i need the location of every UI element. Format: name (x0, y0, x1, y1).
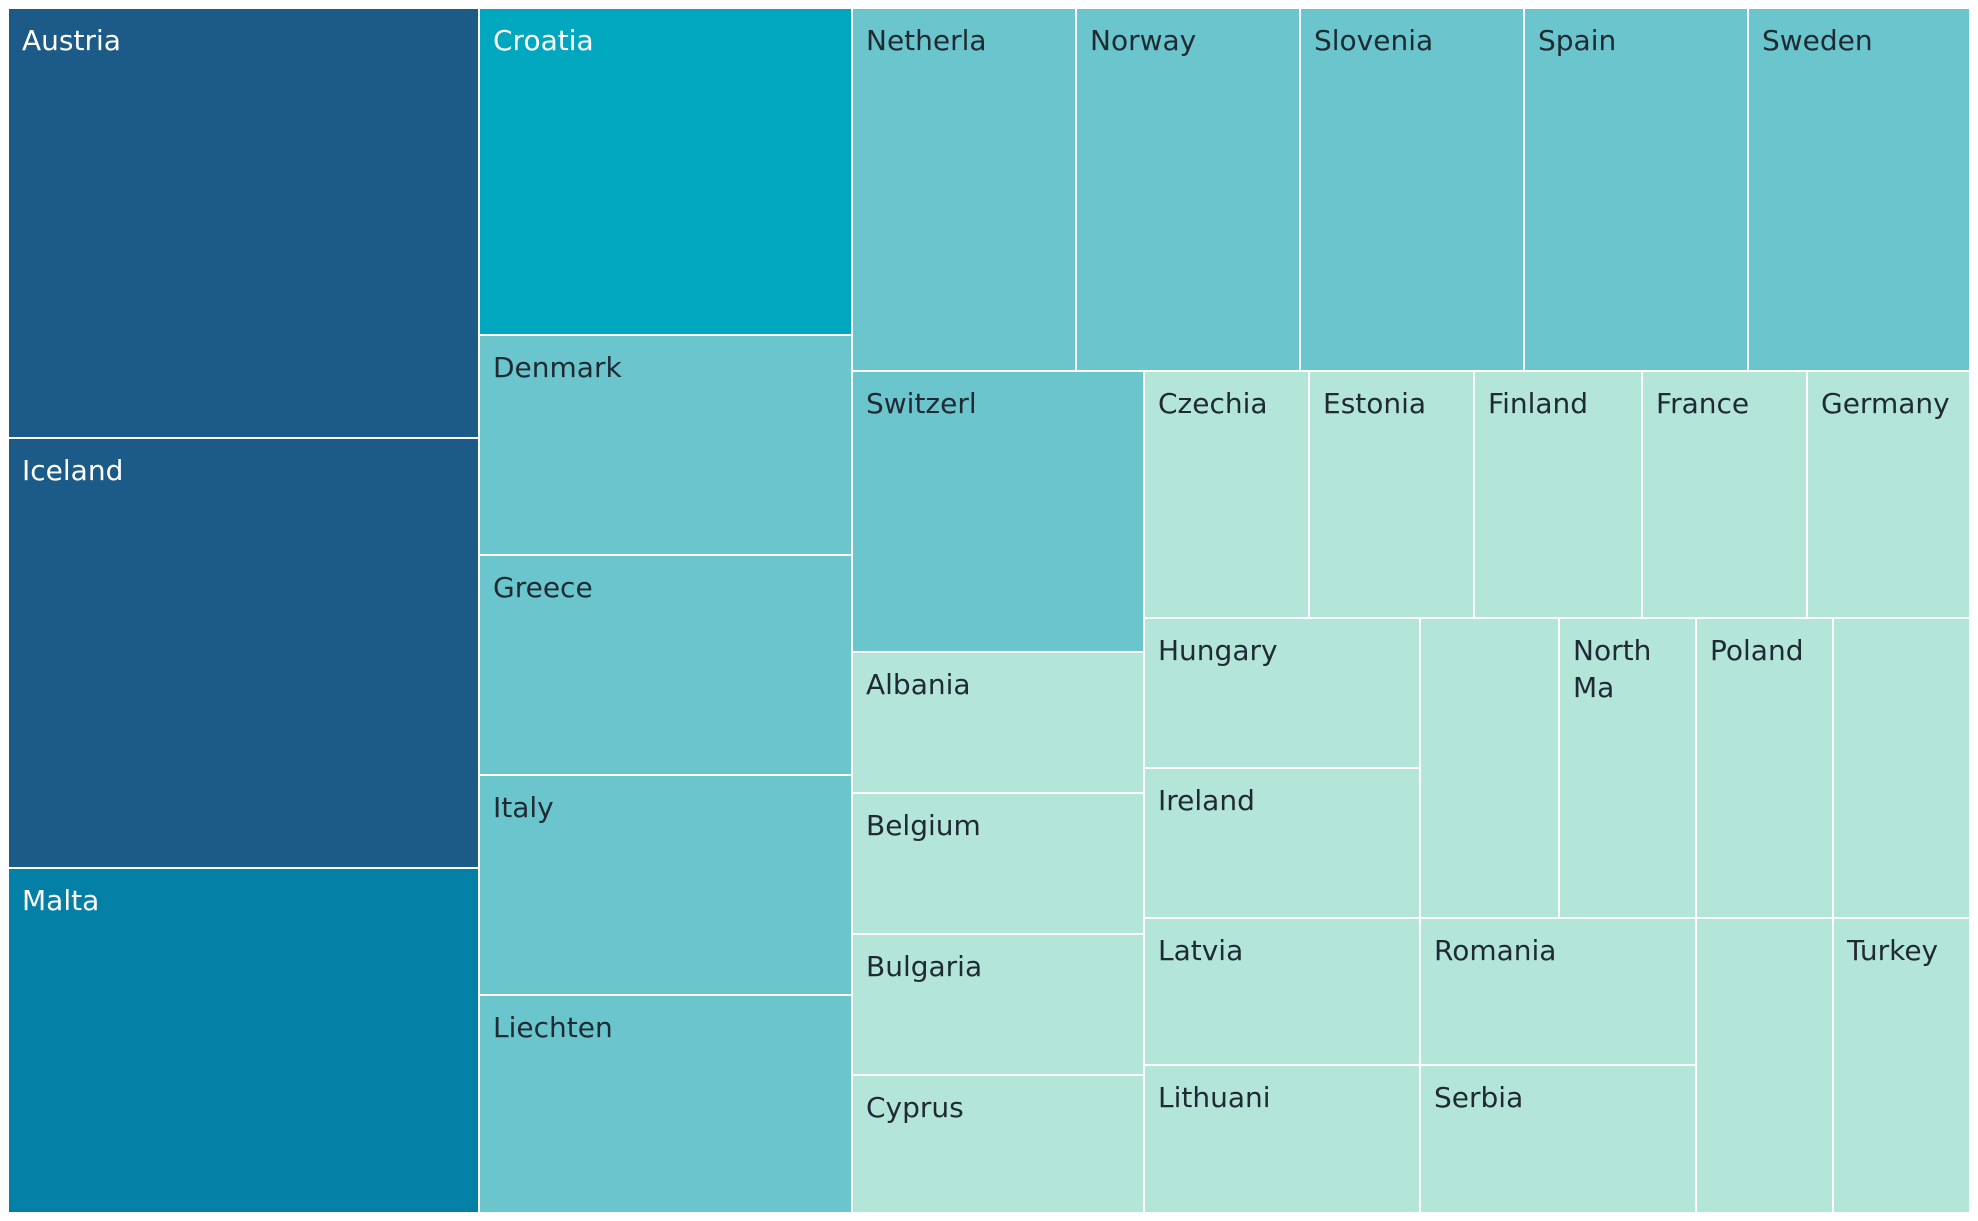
treemap-label-lithuani-31: Lithuani (1158, 1081, 1271, 1114)
treemap-cell-italy-6 (478, 774, 853, 996)
treemap-cell-croatia-3 (478, 7, 853, 336)
treemap-cell-malta-2 (7, 867, 480, 1214)
treemap-cell-turkey-34 (1832, 917, 1971, 1214)
treemap-label-netherla-8: Netherla (866, 24, 987, 57)
treemap-label-belgium-15: Belgium (866, 809, 981, 842)
treemap-label-czechia-18: Czechia (1158, 387, 1268, 420)
treemap-cell-lithuani-31 (1143, 1064, 1421, 1214)
treemap-cell-bulgaria-16 (851, 933, 1145, 1076)
treemap-label-turkey-34: Turkey (1846, 934, 1938, 967)
treemap-label-finland-20: Finland (1488, 387, 1588, 420)
treemap-cell-finland-20 (1473, 370, 1643, 619)
treemap-cell-austria-0 (7, 7, 480, 439)
treemap-cell-iceland-1 (7, 437, 480, 869)
treemap-label-greece-5: Greece (493, 571, 593, 604)
treemap-label-norway-9: Norway (1090, 24, 1196, 57)
treemap-label-france-21: France (1656, 387, 1749, 420)
treemap-label-albania-14: Albania (866, 668, 971, 701)
treemap-cell-liechten-7 (478, 994, 853, 1214)
treemap-label-switzerl-13: Switzerl (866, 387, 977, 420)
treemap-cell-spain-11 (1523, 7, 1749, 372)
treemap-cell-unlabeled-28 (1832, 617, 1971, 919)
treemap-label-sweden-12: Sweden (1762, 24, 1873, 57)
treemap-cell-sweden-12 (1747, 7, 1971, 372)
treemap-label-italy-6: Italy (493, 791, 554, 824)
treemap-cell-albania-14 (851, 651, 1145, 794)
treemap-cell-switzerl-13 (851, 370, 1145, 653)
treemap-label-latvia-29: Latvia (1158, 934, 1243, 967)
treemap-cell-norway-9 (1075, 7, 1301, 372)
treemap-cell-czechia-18 (1143, 370, 1310, 619)
treemap-cell-denmark-4 (478, 334, 853, 556)
treemap-cell-ireland-24 (1143, 767, 1421, 919)
treemap-label-romania-30: Romania (1434, 934, 1556, 967)
treemap-label-north-ma-26: North Ma (1573, 634, 1651, 704)
treemap-label-austria-0: Austria (22, 24, 121, 57)
treemap-label-malta-2: Malta (22, 884, 99, 917)
treemap-label-hungary-23: Hungary (1158, 634, 1278, 667)
treemap-label-iceland-1: Iceland (22, 454, 123, 487)
treemap-cell-slovenia-10 (1299, 7, 1525, 372)
treemap-cell-cyprus-17 (851, 1074, 1145, 1214)
treemap-label-croatia-3: Croatia (493, 24, 594, 57)
treemap-cell-poland-27 (1695, 617, 1834, 919)
treemap-label-bulgaria-16: Bulgaria (866, 950, 982, 983)
treemap-cell-unlabeled-33 (1695, 917, 1834, 1214)
treemap-label-cyprus-17: Cyprus (866, 1091, 964, 1124)
treemap-label-estonia-19: Estonia (1323, 387, 1426, 420)
treemap-label-spain-11: Spain (1538, 24, 1616, 57)
treemap-label-ireland-24: Ireland (1158, 784, 1255, 817)
treemap-cells: Austria Iceland Malta Croatia Denmark Greece I… (7, 7, 1971, 1214)
treemap-cell-unlabeled-25 (1419, 617, 1560, 919)
treemap-cell-hungary-23 (1143, 617, 1421, 769)
treemap-label-slovenia-10: Slovenia (1314, 24, 1433, 57)
treemap-label-serbia-32: Serbia (1434, 1081, 1523, 1114)
treemap-cell-germany-22 (1806, 370, 1971, 619)
treemap-cell-france-21 (1641, 370, 1808, 619)
treemap-cell-netherla-8 (851, 7, 1077, 372)
treemap-cell-north-ma-26 (1558, 617, 1697, 919)
treemap-cell-greece-5 (478, 554, 853, 776)
treemap-label-poland-27: Poland (1710, 634, 1803, 667)
treemap-label-germany-22: Germany (1821, 387, 1950, 420)
treemap-label-liechten-7: Liechten (493, 1011, 613, 1044)
treemap-label-denmark-4: Denmark (493, 351, 622, 384)
